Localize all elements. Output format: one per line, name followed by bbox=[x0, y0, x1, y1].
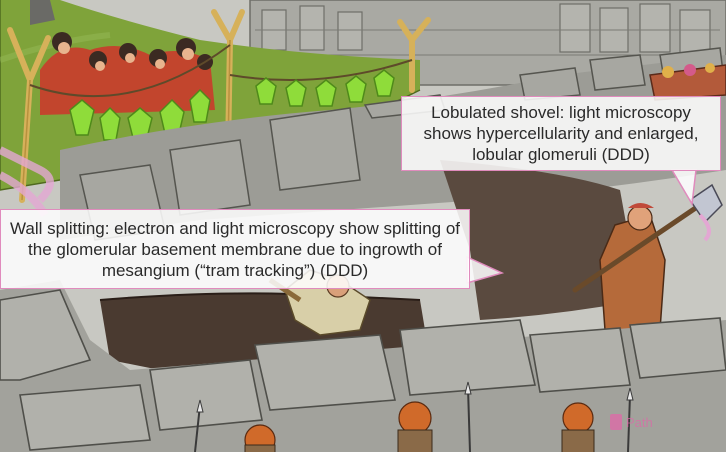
callout-wall-splitting-text: Wall splitting: electron and light micro… bbox=[9, 219, 461, 280]
callout-lobulated-shovel: Lobulated shovel: light microscopy shows… bbox=[401, 96, 721, 171]
shovel-callout-tail bbox=[670, 169, 697, 207]
callout-lobulated-shovel-text: Lobulated shovel: light microscopy shows… bbox=[423, 103, 699, 164]
callout-wall-splitting: Wall splitting: electron and light micro… bbox=[0, 209, 470, 289]
cart bbox=[649, 63, 726, 101]
shovel-worker bbox=[572, 183, 723, 331]
watermark: Path bbox=[610, 414, 653, 430]
wall-callout-tail bbox=[466, 255, 505, 284]
watermark-text: Path bbox=[626, 414, 653, 430]
foreground-wall bbox=[0, 280, 726, 452]
spectators bbox=[30, 0, 215, 115]
watermark-logo-icon bbox=[610, 414, 622, 430]
soldiers bbox=[194, 381, 634, 452]
castle-wall bbox=[249, 0, 726, 86]
